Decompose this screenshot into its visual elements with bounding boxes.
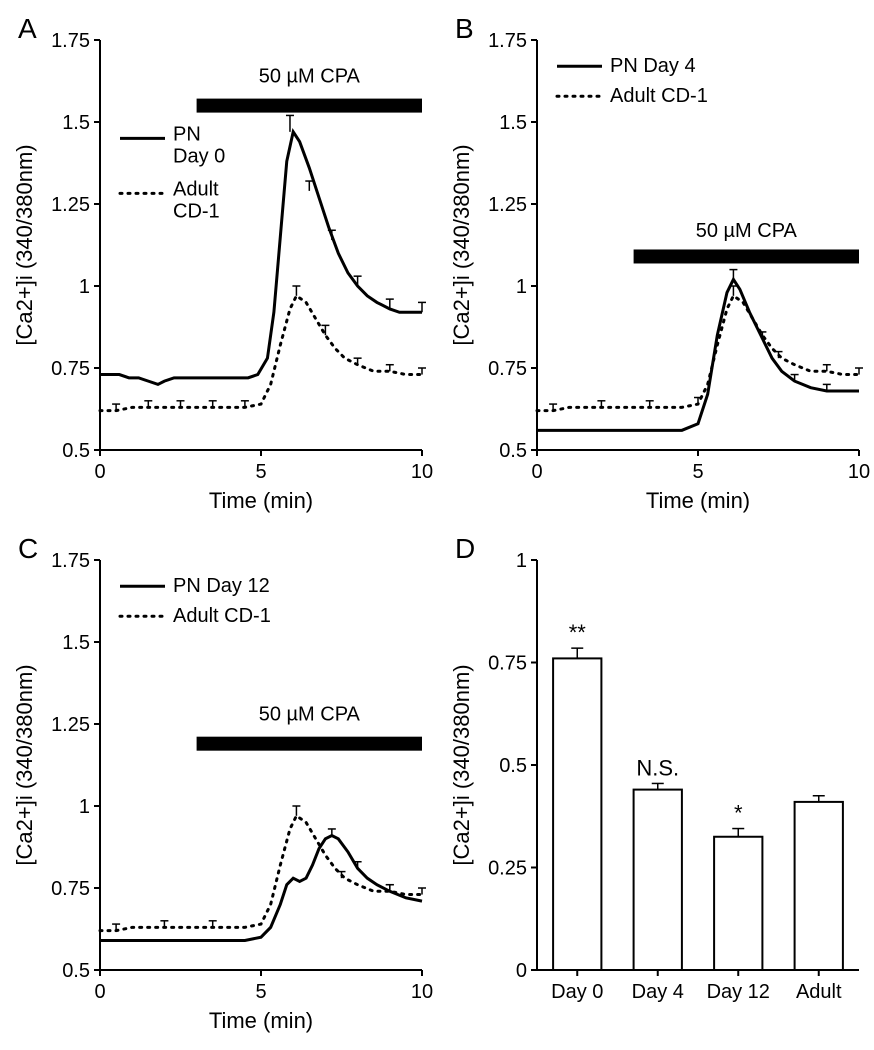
xlabel: Time (min)	[209, 1008, 313, 1033]
xtick-label: 0	[531, 461, 542, 483]
ytick-label: 0.25	[488, 858, 527, 880]
ytick-label: 1.25	[51, 714, 90, 736]
significance-label: **	[569, 620, 587, 645]
panel-d: D 0 0.25 0.5 0.75 1 [Ca2+]i (340/380nm) ** Day 0…	[447, 530, 874, 1040]
panel-c: C 0.5 0.75 1 1.25 1.5 1.75 0 5 10 Time (min) [Ca2+]…	[10, 530, 437, 1040]
legend-pn: PN Day 12	[173, 575, 270, 597]
bar-category-label: Day 12	[707, 981, 770, 1003]
legend-adult-2: CD-1	[173, 200, 220, 222]
bar	[553, 658, 601, 970]
legend-pn-1: PN	[173, 123, 201, 145]
xtick-label: 0	[94, 981, 105, 1003]
panel-a: A 0.5 0.75 1 1.25 1.5 1.75 0 5 10 Time (min) [Ca2+]…	[10, 10, 437, 520]
ytick-label: 1.25	[488, 194, 527, 216]
xtick-label: 5	[255, 981, 266, 1003]
ytick-label: 1.5	[62, 112, 90, 134]
ytick-label: 0.75	[51, 878, 90, 900]
ytick-label: 1	[79, 796, 90, 818]
bar-category-label: Day 0	[551, 981, 603, 1003]
ytick-label: 0.5	[62, 440, 90, 462]
significance-label: *	[734, 801, 743, 826]
ytick-label: 1.25	[51, 194, 90, 216]
figure-grid: A0.50.7511.251.51.750510Time (min)[Ca2+]…	[10, 10, 864, 1040]
cpa-annotation: 50 µM CPA	[696, 220, 798, 242]
ytick-label: 0.5	[499, 440, 527, 462]
ytick-label: 1.5	[499, 112, 527, 134]
significance-label: N.S.	[636, 755, 679, 780]
ytick-label: 1.75	[51, 30, 90, 52]
ytick-label: 1.75	[51, 550, 90, 572]
legend-pn: PN Day 4	[610, 55, 696, 77]
ytick-label: 1	[79, 276, 90, 298]
cpa-bar	[197, 737, 422, 751]
ytick-label: 0.75	[51, 358, 90, 380]
legend-adult: Adult CD-1	[610, 85, 708, 107]
ytick-label: 1.75	[488, 30, 527, 52]
xlabel: Time (min)	[209, 488, 313, 513]
cpa-annotation: 50 µM CPA	[259, 704, 361, 726]
ylabel: [Ca2+]i (340/380nm)	[449, 664, 474, 865]
xtick-label: 10	[411, 461, 433, 483]
panel-letter: B	[455, 13, 474, 44]
ytick-label: 1.5	[62, 632, 90, 654]
legend-pn-2: Day 0	[173, 145, 225, 167]
ytick-label: 0.5	[62, 960, 90, 982]
ytick-label: 1	[516, 276, 527, 298]
xlabel: Time (min)	[646, 488, 750, 513]
panel-letter: A	[18, 13, 37, 44]
series-adult	[537, 296, 859, 411]
ytick-label: 0	[516, 960, 527, 982]
bar	[714, 837, 762, 970]
series-adult	[100, 816, 422, 931]
bar-category-label: Adult	[796, 981, 842, 1003]
ytick-label: 0.75	[488, 653, 527, 675]
panel-letter: C	[18, 533, 38, 564]
xtick-label: 10	[411, 981, 433, 1003]
xtick-label: 5	[692, 461, 703, 483]
panel-b: B 0.5 0.75 1 1.25 1.5 1.75 0 5 10 Time (min) [Ca2+]…	[447, 10, 874, 520]
series-pn	[100, 132, 422, 385]
ytick-label: 1	[516, 550, 527, 572]
ytick-label: 0.5	[499, 755, 527, 777]
xtick-label: 0	[94, 461, 105, 483]
cpa-annotation: 50 µM CPA	[259, 66, 361, 88]
ylabel: [Ca2+]i (340/380nm)	[449, 144, 474, 345]
ylabel: [Ca2+]i (340/380nm)	[12, 664, 37, 865]
ytick-label: 0.75	[488, 358, 527, 380]
legend-adult-1: Adult	[173, 178, 219, 200]
xtick-label: 5	[255, 461, 266, 483]
cpa-bar	[634, 249, 859, 263]
cpa-bar	[197, 99, 422, 113]
ylabel: [Ca2+]i (340/380nm)	[12, 144, 37, 345]
xtick-label: 10	[848, 461, 870, 483]
legend-adult: Adult CD-1	[173, 605, 271, 627]
panel-letter: D	[455, 533, 475, 564]
bar	[634, 790, 682, 970]
bar	[795, 802, 843, 970]
series-adult	[100, 296, 422, 411]
bar-category-label: Day 4	[632, 981, 684, 1003]
